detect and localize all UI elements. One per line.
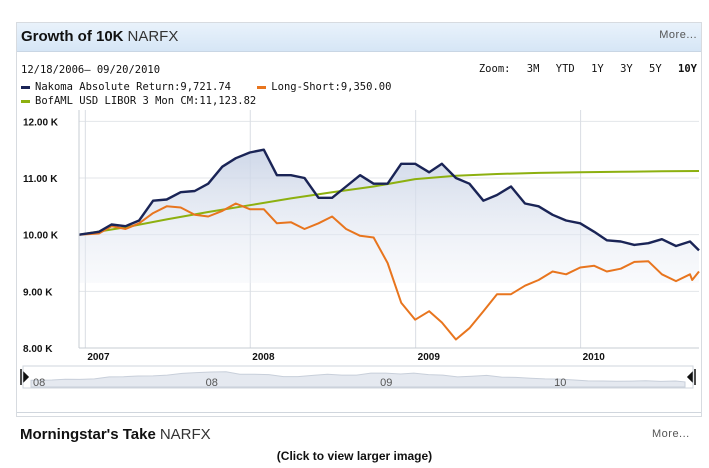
zoom-1y-button[interactable]: 1Y: [591, 63, 604, 75]
image-caption[interactable]: (Click to view larger image): [276, 449, 433, 463]
legend-swatch: [21, 85, 30, 89]
x-tick-label: 2008: [252, 352, 275, 363]
legend-label: BofAML USD LIBOR 3 Mon CM:11,123.82: [35, 95, 257, 107]
zoom-controls: Zoom: 3M YTD 1Y 3Y 5Y 10Y: [479, 63, 697, 75]
legend-item-long-short[interactable]: Long-Short:9,350.00: [257, 81, 391, 93]
more-link[interactable]: More...: [659, 29, 697, 41]
section-title: Morningstar's Take NARFX: [20, 426, 211, 443]
zoom-5y-button[interactable]: 5Y: [649, 63, 662, 75]
navigator-year-label: 09: [380, 377, 392, 389]
section-ticker: NARFX: [159, 426, 211, 443]
legend-label: Nakoma Absolute Return:9,721.74: [35, 81, 231, 93]
navigator-left-handle-icon[interactable]: [20, 369, 30, 385]
panel-title: Growth of 10K NARFX: [21, 28, 178, 45]
section-more-link[interactable]: More...: [652, 428, 690, 440]
x-tick-label: 2009: [418, 352, 441, 363]
section-title-text: Morningstar's Take: [20, 426, 156, 443]
x-tick-label: 2010: [583, 352, 606, 363]
legend-swatch: [257, 85, 267, 89]
navigator-area: [30, 371, 686, 388]
zoom-3y-button[interactable]: 3Y: [620, 63, 633, 75]
y-tick-label: 12.00 K: [23, 117, 59, 128]
zoom-ytd-button[interactable]: YTD: [555, 63, 575, 75]
fund-area-fill: [79, 149, 699, 283]
navigator-year-label: 08: [206, 377, 218, 389]
legend-row-1: Nakoma Absolute Return:9,721.74 Long-Sho…: [21, 81, 411, 93]
navigator-right-handle-icon[interactable]: [686, 369, 696, 385]
legend-swatch: [21, 99, 30, 103]
legend-item-libor[interactable]: BofAML USD LIBOR 3 Mon CM:11,123.82: [21, 95, 256, 107]
navigator-year-label: 10: [554, 377, 566, 389]
zoom-3m-button[interactable]: 3M: [526, 63, 540, 75]
zoom-10y-button[interactable]: 10Y: [678, 63, 697, 75]
divider: [17, 412, 701, 413]
y-tick-label: 8.00 K: [23, 344, 53, 355]
y-tick-label: 9.00 K: [23, 287, 53, 298]
y-tick-label: 10.00 K: [23, 231, 59, 242]
series-line-long-short: [78, 202, 700, 341]
panel-title-text: Growth of 10K: [21, 28, 124, 45]
y-tick-label: 11.00 K: [23, 174, 58, 185]
series-line-libor: [78, 170, 700, 236]
panel-ticker: NARFX: [127, 28, 179, 45]
series-line-nakoma: [78, 148, 700, 252]
legend-label: Long-Short:9,350.00: [271, 81, 392, 93]
panel-header: Growth of 10K NARFX More...: [17, 23, 701, 52]
legend-item-nakoma[interactable]: Nakoma Absolute Return:9,721.74: [21, 81, 231, 93]
legend-row-2: BofAML USD LIBOR 3 Mon CM:11,123.82: [21, 95, 276, 107]
navigator-year-label: 08: [33, 377, 45, 389]
zoom-label: Zoom:: [478, 63, 511, 75]
date-range: 12/18/2006– 09/20/2010: [21, 64, 161, 76]
growth-chart[interactable]: 8.00 K 9.00 K 10.00 K 11.00 K 12.00 K 2007 200…: [17, 110, 701, 412]
x-tick-label: 2007: [87, 352, 110, 363]
growth-of-10k-panel: Growth of 10K NARFX More... 12/18/2006– 0…: [16, 22, 702, 417]
